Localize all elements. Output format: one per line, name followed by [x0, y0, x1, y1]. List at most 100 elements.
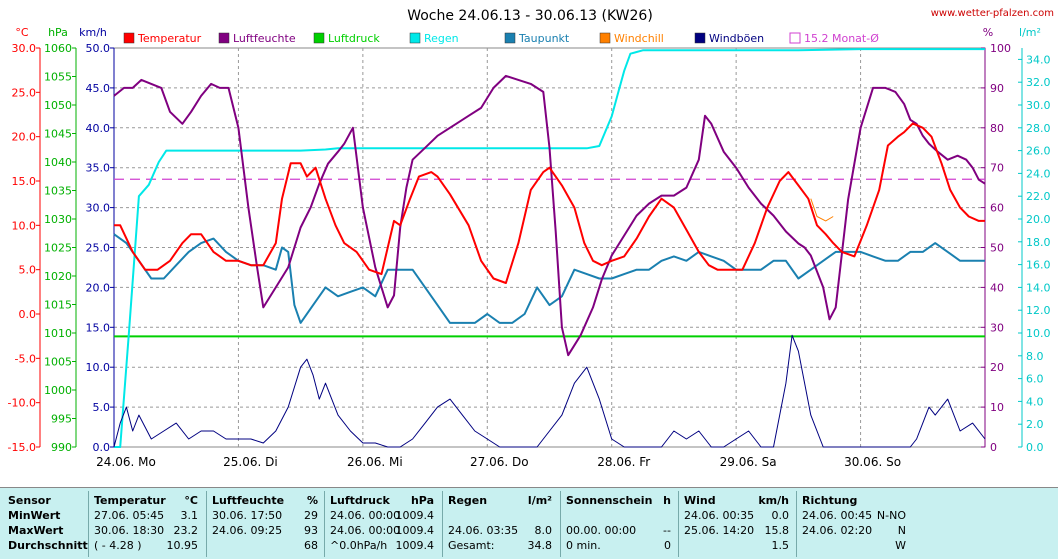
tick-label-pressure: 1060 [44, 42, 72, 55]
unit-label-pressure: hPa [48, 26, 68, 39]
stats-cell-label: 24.06. 03:35 [448, 524, 519, 537]
stats-cell-label: 24.06. 02:20 [802, 524, 873, 537]
tick-label-wind: 45.0 [86, 82, 111, 95]
stats-group-unit: h [663, 494, 671, 507]
legend-label: Luftfeuchte [233, 32, 296, 45]
weather-chart: Woche 24.06.13 - 30.06.13 (KW26) www.wet… [7, 8, 1054, 469]
stats-group-unit: l/m² [527, 494, 552, 507]
tick-label-rain: 4.0 [1026, 395, 1044, 408]
stats-column-divider [206, 491, 207, 557]
legend-label: Windböen [709, 32, 764, 45]
legend-swatch [409, 32, 421, 44]
series-line-windchill [810, 198, 834, 222]
tick-label-rain: 34.0 [1026, 53, 1051, 66]
stats-column-divider [442, 491, 443, 557]
tick-label-temp: 20.0 [12, 131, 37, 144]
tick-label-wind: 50.0 [86, 42, 111, 55]
stats-row-label: MaxWert [8, 524, 64, 537]
tick-label-pressure: 1035 [44, 185, 72, 198]
legend-item: Temperatur [123, 32, 202, 45]
stats-cell-value: 0.0 [771, 509, 790, 522]
tick-label-rain: 30.0 [1026, 99, 1051, 112]
stats-group-name: Luftdruck [330, 494, 390, 507]
legend-item: Taupunkt [504, 32, 570, 45]
tick-label-pressure: 1050 [44, 99, 72, 112]
tick-label-pressure: 1055 [44, 71, 72, 84]
stats-row-label: MinWert [8, 509, 61, 522]
stats-column-divider [678, 491, 679, 557]
stats-cell-value: 1009.4 [395, 539, 435, 552]
tick-label-wind: 40.0 [86, 122, 111, 135]
stats-cell-value: 15.8 [764, 524, 790, 537]
tick-label-wind: 15.0 [86, 321, 111, 334]
stats-cell-value: 1.5 [771, 539, 790, 552]
tick-label-humidity: 10 [990, 401, 1004, 414]
stats-cell-label: 30.06. 18:30 [94, 524, 165, 537]
tick-label-rain: 16.0 [1026, 259, 1051, 272]
unit-label-humidity: % [983, 26, 993, 39]
legend-swatch [694, 32, 706, 44]
x-tick-label: 26.06. Mi [347, 455, 403, 469]
unit-label-temp: °C [15, 26, 29, 39]
stats-group-name: Sonnenschein [566, 494, 653, 507]
tick-label-rain: 24.0 [1026, 167, 1051, 180]
stats-group-name: Temperatur [94, 494, 166, 507]
legend-item: Regen [409, 32, 459, 45]
legend-swatch [218, 32, 230, 44]
legend-item: Windchill [599, 32, 664, 45]
tick-label-humidity: 0 [990, 441, 997, 454]
tick-label-rain: 12.0 [1026, 304, 1051, 317]
stats-row-label: Durchschnitt [8, 539, 88, 552]
tick-label-wind: 25.0 [86, 242, 111, 255]
tick-label-pressure: 1010 [44, 327, 72, 340]
stats-cell-label: 0 min. [566, 539, 601, 552]
stats-cell-value: 3.1 [180, 509, 199, 522]
tick-label-wind: 35.0 [86, 162, 111, 175]
series-line-temperatur [114, 122, 985, 284]
site-url[interactable]: www.wetter-pfalzen.com [931, 8, 1054, 19]
stats-table: Sensor MinWert MaxWert Durchschnitt Temperat… [0, 487, 1058, 559]
stats-group-name: Richtung [802, 494, 858, 507]
tick-label-rain: 14.0 [1026, 281, 1051, 294]
legend-item: Luftdruck [313, 32, 380, 45]
legend-label: Regen [424, 32, 459, 45]
tick-label-rain: 26.0 [1026, 145, 1051, 158]
x-tick-label: 28.06. Fr [597, 455, 650, 469]
tick-label-pressure: 995 [51, 413, 72, 426]
tick-label-humidity: 70 [990, 162, 1004, 175]
stats-cell-value: 93 [304, 524, 318, 537]
tick-label-pressure: 1025 [44, 242, 72, 255]
tick-label-temp: 25.0 [12, 86, 37, 99]
tick-label-rain: 20.0 [1026, 213, 1051, 226]
legend-swatch [313, 32, 325, 44]
tick-label-temp: -10.0 [8, 397, 36, 410]
tick-label-wind: 0.0 [93, 441, 111, 454]
tick-label-humidity: 50 [990, 242, 1004, 255]
stats-cell-value: 1009.4 [395, 524, 435, 537]
tick-label-pressure: 1000 [44, 384, 72, 397]
stats-cell-label: 25.06. 14:20 [684, 524, 755, 537]
stats-cell-label: 30.06. 17:50 [212, 509, 283, 522]
tick-label-rain: 22.0 [1026, 190, 1051, 203]
legend-swatch [789, 32, 801, 44]
series-line-windben [113, 334, 986, 448]
tick-label-rain: 0.0 [1026, 441, 1044, 454]
tick-label-wind: 5.0 [93, 401, 111, 414]
unit-label-wind: km/h [79, 26, 107, 39]
stats-group-name: Regen [448, 494, 488, 507]
legend-swatch [504, 32, 516, 44]
tick-label-temp: 15.0 [12, 175, 37, 188]
x-tick-label: 29.06. Sa [720, 455, 777, 469]
stats-group-name: Wind [684, 494, 716, 507]
stats-cell-label: 24.06. 00:00 [330, 509, 401, 522]
stats-cell-label: ^0.0hPa/h [330, 539, 388, 552]
tick-label-temp: 0.0 [19, 308, 37, 321]
tick-label-pressure: 1030 [44, 213, 72, 226]
tick-label-humidity: 90 [990, 82, 1004, 95]
legend-label: Taupunkt [518, 32, 570, 45]
stats-cell-label: ( - 4.28 ) [94, 539, 142, 552]
stats-cell-label: 00.00. 00:00 [566, 524, 637, 537]
tick-label-wind: 20.0 [86, 281, 111, 294]
tick-label-temp: 10.0 [12, 219, 37, 232]
x-tick-label: 27.06. Do [470, 455, 529, 469]
